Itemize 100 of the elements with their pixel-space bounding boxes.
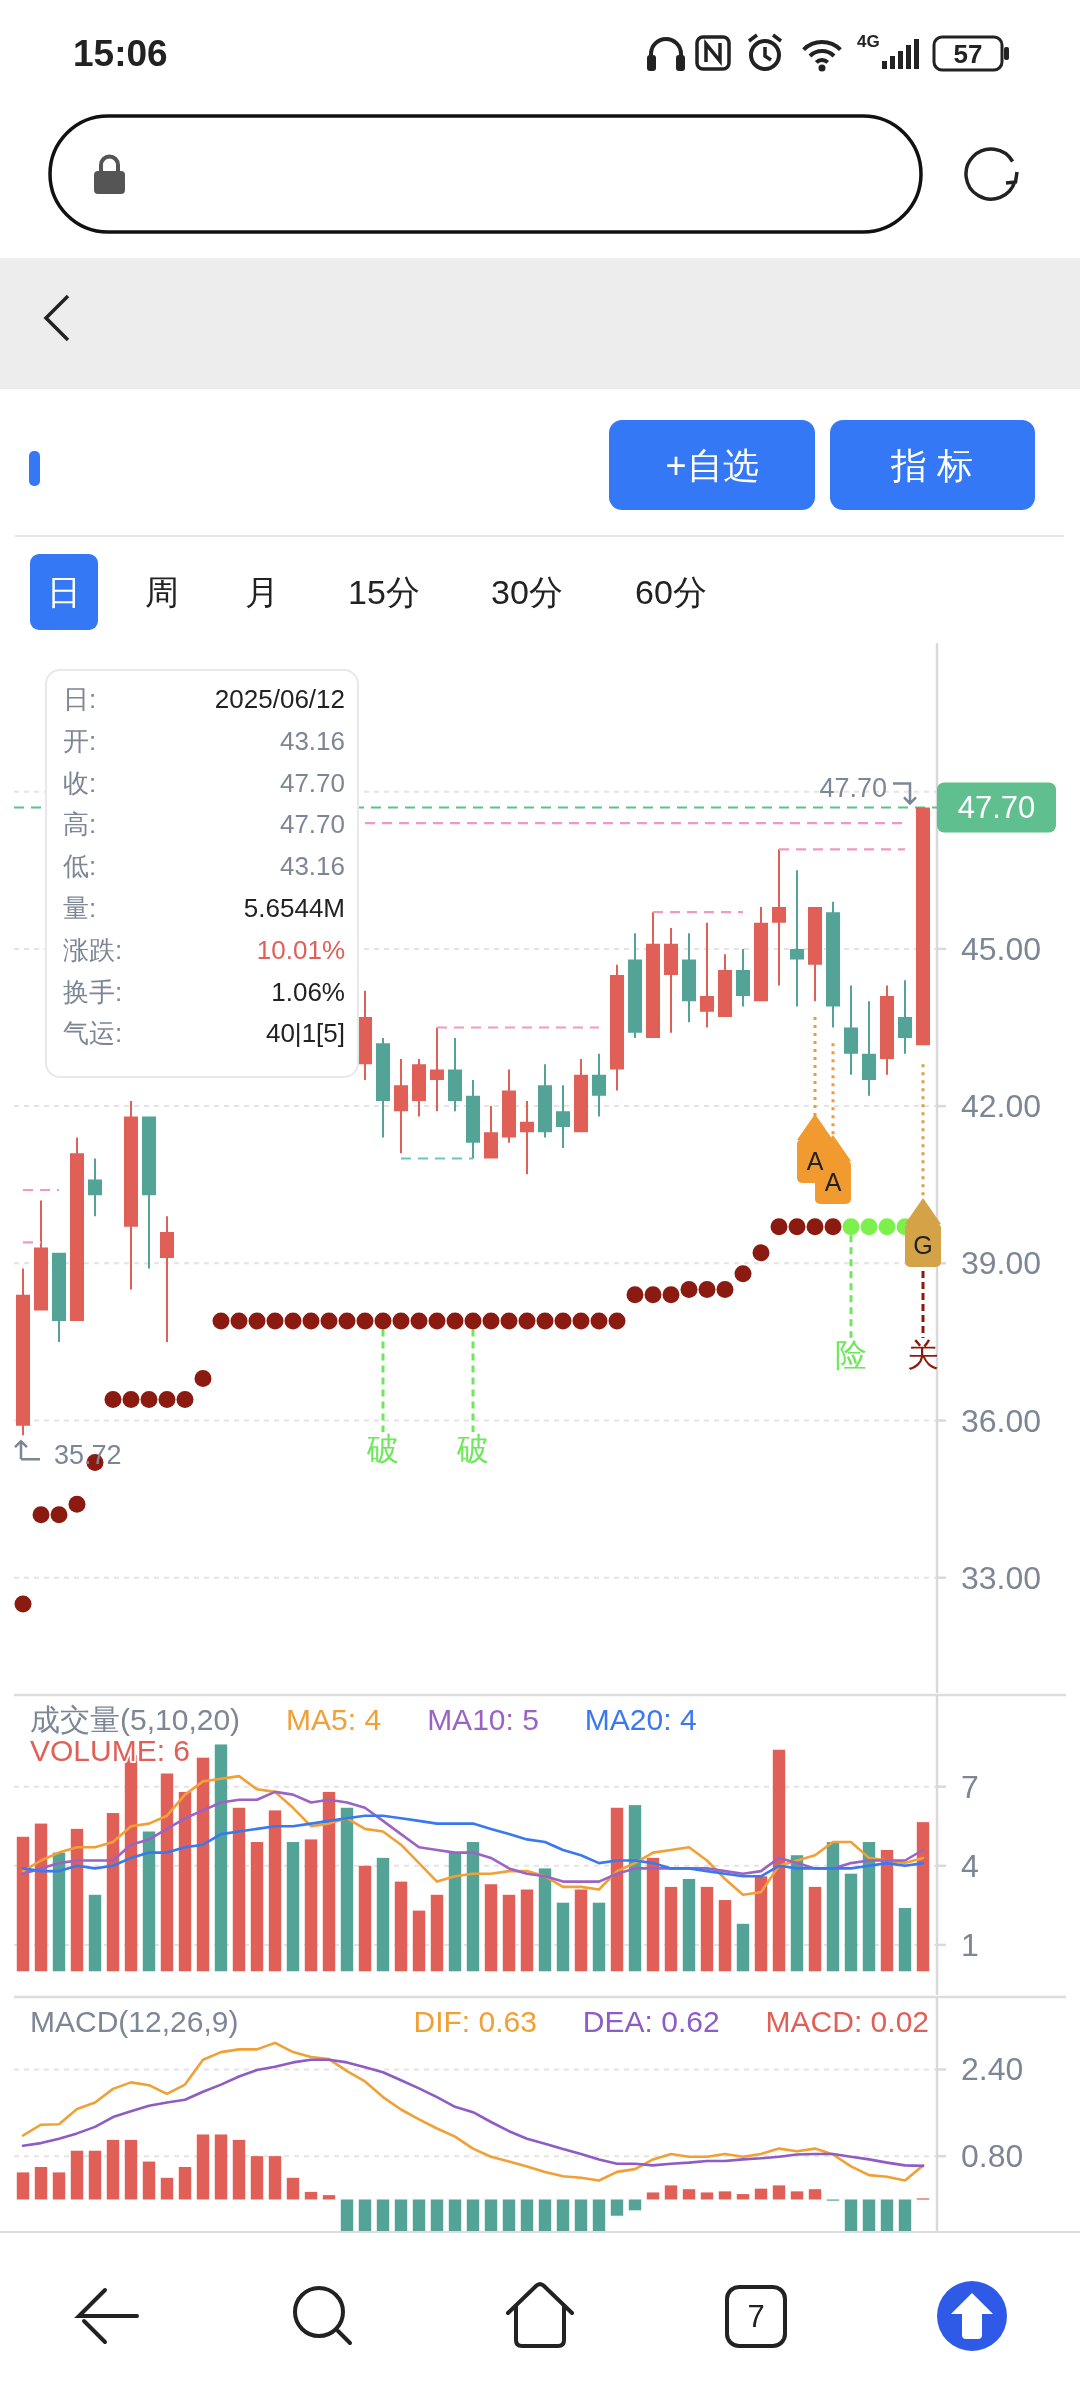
data-label: A (806, 1147, 824, 1176)
bar (16, 1836, 30, 1972)
bar (358, 2199, 372, 2232)
bar (754, 1876, 768, 1972)
text: 周 (145, 573, 179, 611)
point (194, 1370, 212, 1388)
bar (574, 2199, 588, 2232)
bar (700, 2192, 714, 2200)
point (734, 1265, 752, 1283)
bar (214, 2134, 228, 2200)
bar (52, 1852, 66, 1972)
bar (160, 1773, 174, 1972)
bar (52, 2172, 66, 2200)
point (680, 1281, 698, 1299)
bar (430, 1894, 444, 1972)
candlestick (699, 922, 715, 1028)
data-label: 破 (456, 1430, 489, 1467)
bar (106, 1813, 120, 1972)
bar (322, 1791, 336, 1972)
point (626, 1286, 644, 1304)
y-tick-label: 42.00 (961, 1088, 1042, 1125)
annotation: 高: (63, 809, 97, 840)
annotation: 量: (63, 893, 97, 923)
bar (232, 2139, 246, 2200)
bar (484, 2199, 498, 2232)
bar (70, 2150, 84, 2200)
candlestick (411, 1058, 427, 1117)
bar (286, 1842, 300, 1972)
bar (592, 1902, 606, 1972)
bar (232, 1807, 246, 1972)
point (104, 1391, 122, 1409)
point (698, 1281, 716, 1299)
chart-title: 成交量(5,10,20) (30, 1703, 241, 1736)
point (50, 1506, 68, 1524)
y-tick-label: 39.00 (961, 1245, 1042, 1282)
annotation: 开: (63, 725, 97, 756)
bar (142, 1831, 156, 1972)
text: MACD: 0.02 (765, 2005, 929, 2038)
y-tick-label: 4 (961, 1847, 979, 1884)
point (824, 1218, 842, 1236)
bar (700, 1886, 714, 1972)
bar (772, 2185, 786, 2200)
ref-line-label: 47.70 (957, 790, 1036, 826)
bar (646, 2192, 660, 2200)
candlestick (87, 1158, 103, 1217)
annotation: 5.6544M (243, 893, 345, 923)
y-tick-label: 45.00 (961, 930, 1042, 967)
point (797, 1114, 833, 1141)
bar (286, 2177, 300, 2200)
bar (646, 1857, 660, 1972)
bar (88, 1894, 102, 1972)
bar (916, 1822, 930, 1972)
bar (196, 1757, 210, 1972)
candlestick (825, 901, 841, 1028)
bar (556, 2199, 570, 2232)
text: 日 (47, 573, 81, 611)
text: 7 (747, 2299, 765, 2334)
candlestick (771, 849, 787, 986)
bar (376, 2199, 390, 2232)
bar (268, 2156, 282, 2200)
point (788, 1218, 806, 1236)
annotation: 43.16 (279, 725, 345, 756)
point (428, 1312, 446, 1330)
candlestick (555, 1085, 571, 1149)
bar (898, 1907, 912, 1972)
point (482, 1312, 500, 1330)
annotation: 43.16 (279, 851, 345, 882)
candlestick (807, 907, 823, 1002)
candlestick (483, 1106, 499, 1159)
bar (862, 2199, 876, 2232)
bar (502, 1894, 516, 1972)
series-label: MA5: 4 (286, 1703, 382, 1736)
candlestick (33, 1200, 49, 1311)
point (122, 1391, 140, 1409)
bar (844, 1873, 858, 1972)
bar (844, 2199, 858, 2232)
candlestick (843, 985, 859, 1075)
point (464, 1312, 482, 1330)
point (356, 1312, 374, 1330)
annotation: 关 (907, 1336, 939, 1373)
bar (718, 2191, 732, 2200)
text: 月 (245, 573, 279, 611)
bar (736, 1923, 750, 1972)
bar (664, 2185, 678, 2200)
bar (772, 1749, 786, 1972)
text: 15分 (348, 573, 420, 611)
bar (214, 1744, 228, 1972)
bar (592, 2199, 606, 2232)
point (536, 1312, 554, 1330)
y-tick-label: 33.00 (961, 1559, 1042, 1596)
point (320, 1312, 338, 1330)
bar (520, 1889, 534, 1972)
candlestick (375, 1038, 391, 1138)
bar (178, 2166, 192, 2200)
bar (790, 1855, 804, 1972)
bar (466, 1842, 480, 1972)
text: 15:06 (73, 33, 168, 74)
text: MA10: 5 (427, 1703, 539, 1736)
bar (862, 1842, 876, 1972)
point (662, 1286, 680, 1304)
